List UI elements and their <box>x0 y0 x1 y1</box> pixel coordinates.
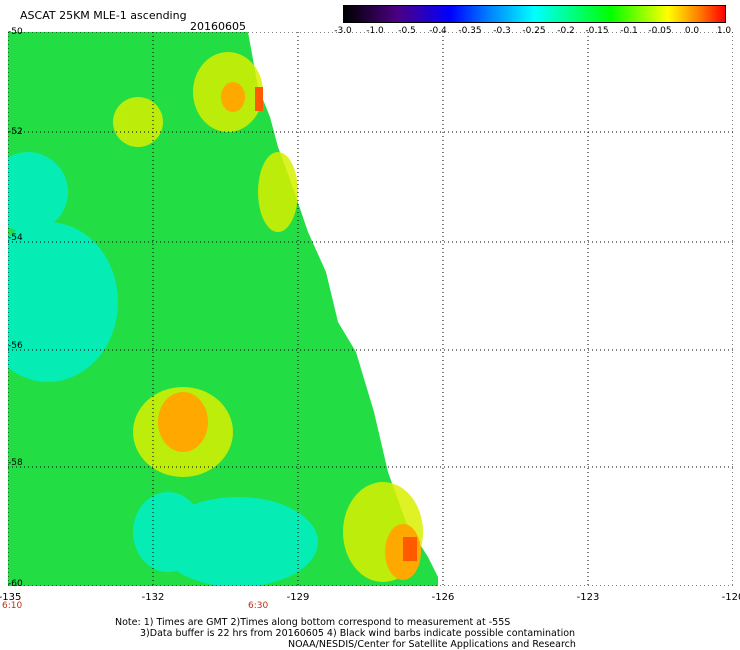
colorbar-tick-label: -3.0 <box>334 26 352 36</box>
longitude-label: -126 <box>431 592 455 603</box>
color-scale-bar <box>343 5 726 23</box>
time-label: 6:10 <box>2 601 23 611</box>
colorbar-tick-label: -0.05 <box>648 26 672 36</box>
latitude-label: -52 <box>8 127 23 137</box>
latitude-label: -50 <box>8 27 23 37</box>
colorbar-tick-label: -0.2 <box>557 26 575 36</box>
colorbar-tick-label: -0.3 <box>493 26 511 36</box>
longitude-label: -132 <box>141 592 165 603</box>
longitude-label: -120 <box>721 592 740 603</box>
chart-title: ASCAT 25KM MLE-1 ascending <box>20 9 187 22</box>
note-line-1: Note: 1) Times are GMT 2)Times along bot… <box>115 617 511 628</box>
time-label: 6:30 <box>248 601 269 611</box>
longitude-label: -135 <box>0 592 22 603</box>
colorbar-tick-label: -0.15 <box>585 26 609 36</box>
red-patches <box>255 87 417 561</box>
map-plot <box>0 31 734 587</box>
longitude-label: -129 <box>286 592 310 603</box>
colorbar-tick-label: -0.25 <box>522 26 546 36</box>
latitude-label: -58 <box>8 458 23 468</box>
colorbar-tick-label: -0.4 <box>429 26 447 36</box>
note-line-2: 3)Data buffer is 22 hrs from 20160605 4)… <box>140 628 576 639</box>
colorbar-tick-label: -0.1 <box>620 26 638 36</box>
colorbar-tick-label: -0.5 <box>398 26 416 36</box>
cyan-patches <box>0 152 318 587</box>
swath-map <box>0 31 734 587</box>
swath-coverage <box>8 32 438 586</box>
colorbar-tick-label: -1.0 <box>366 26 384 36</box>
colorbar-tick-label: 1.0 <box>716 26 732 36</box>
colorbar-tick-label: -0.35 <box>458 26 482 36</box>
longitude-label: -123 <box>576 592 600 603</box>
latitude-label: -60 <box>8 579 23 589</box>
latitude-label: -54 <box>8 233 23 243</box>
colorbar-tick-label: 0.0 <box>684 26 700 36</box>
note-line-3: NOAA/NESDIS/Center for Satellite Applica… <box>288 639 576 650</box>
latitude-label: -56 <box>8 341 23 351</box>
chart-date: 20160605 <box>190 20 246 33</box>
